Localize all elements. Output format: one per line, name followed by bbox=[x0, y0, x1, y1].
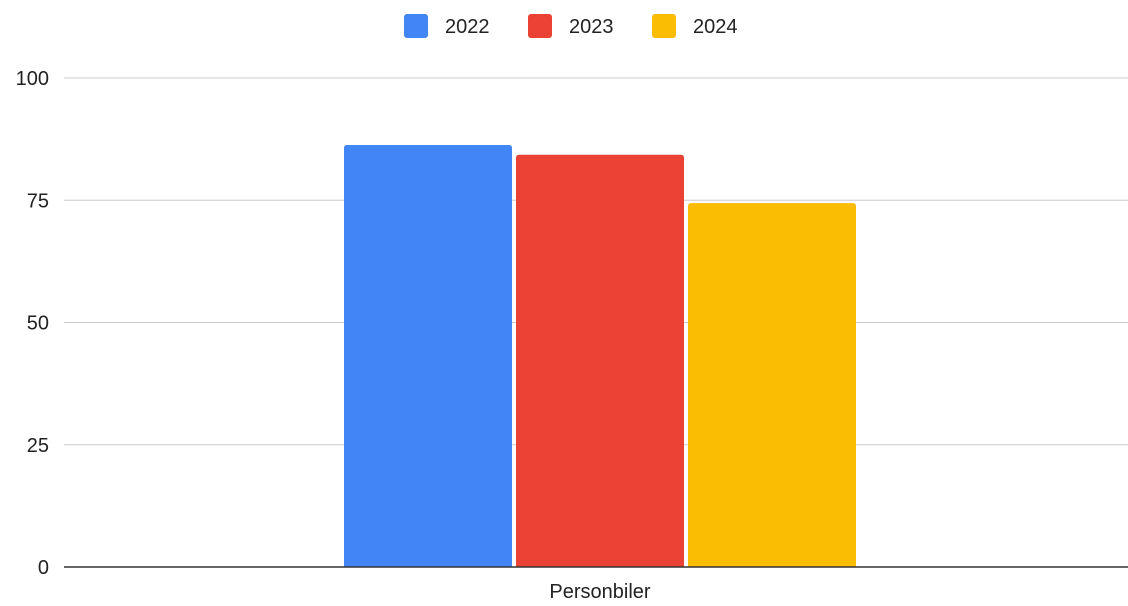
bars bbox=[344, 144, 856, 568]
y-tick-label: 25 bbox=[27, 435, 49, 457]
y-tick-label: 0 bbox=[38, 557, 49, 579]
y-tick-label: 75 bbox=[27, 190, 49, 212]
y-tick-label: 100 bbox=[16, 68, 49, 90]
bar-2024 bbox=[688, 203, 856, 567]
x-axis-ticks: Personbiler bbox=[549, 581, 651, 603]
legend-swatch-2023 bbox=[528, 14, 552, 38]
x-tick-label: Personbiler bbox=[549, 581, 651, 601]
legend-swatch-2024 bbox=[652, 14, 676, 38]
legend: 2022 2023 2024 bbox=[404, 14, 738, 38]
legend-label: 2023 bbox=[569, 16, 614, 38]
y-axis-ticks: 0 25 50 75 100 bbox=[16, 68, 49, 579]
legend-label: 2022 bbox=[445, 16, 490, 38]
y-tick-label: 50 bbox=[27, 313, 49, 335]
legend-label: 2024 bbox=[693, 16, 738, 38]
legend-swatch-2022 bbox=[404, 14, 428, 38]
bar-2022 bbox=[344, 144, 512, 568]
bar-2023 bbox=[516, 154, 684, 567]
